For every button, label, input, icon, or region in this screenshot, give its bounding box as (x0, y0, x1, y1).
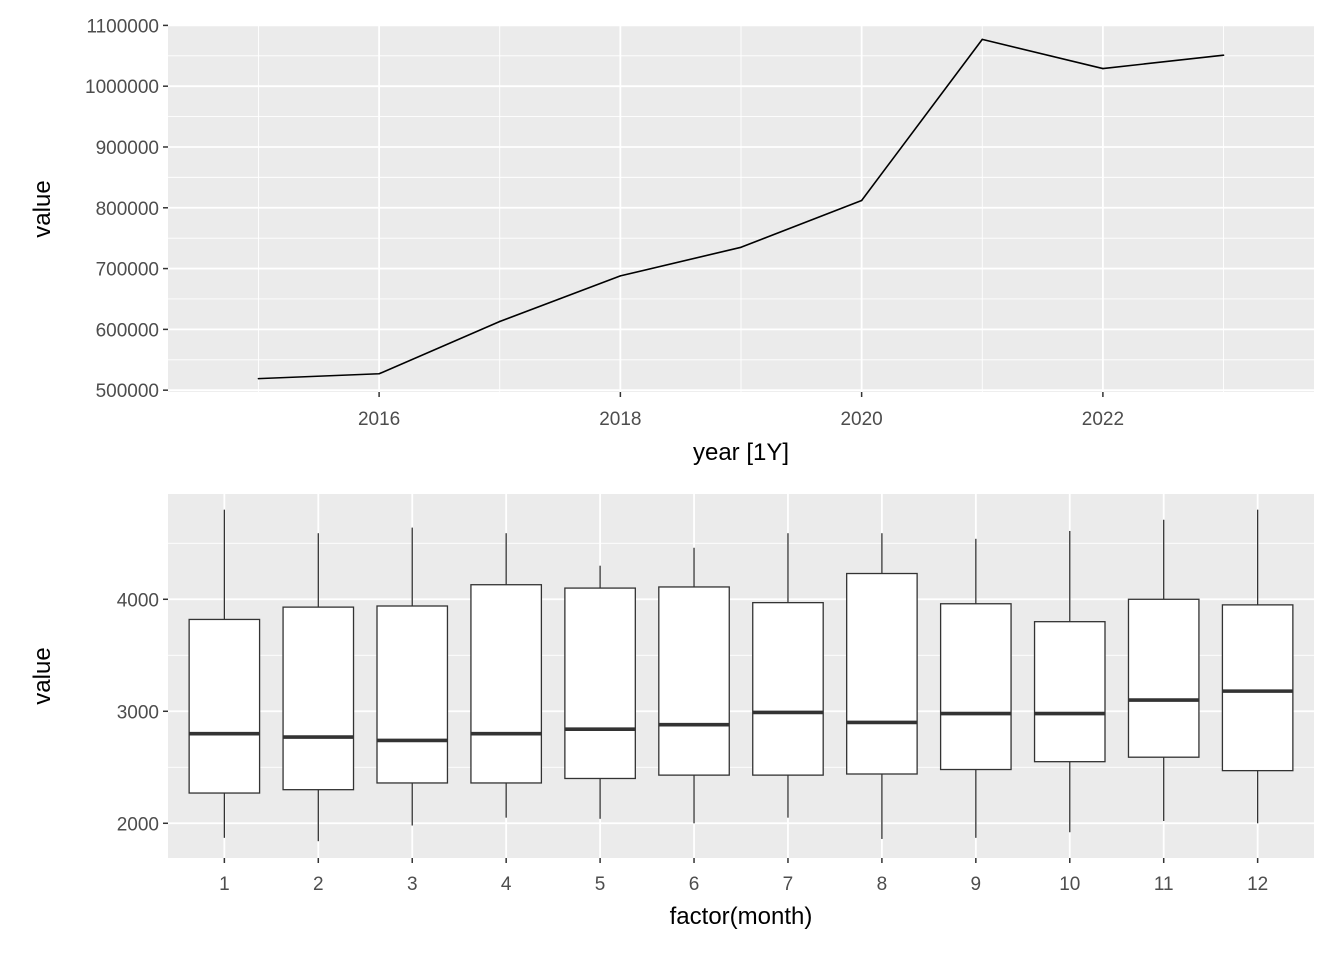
x-axis-tick-label: 2018 (599, 409, 641, 430)
x-axis-tick-label: 4 (501, 874, 512, 895)
box-plot-x-axis-title: factor(month) (670, 903, 813, 930)
y-axis-tick-label: 600000 (96, 320, 159, 341)
y-axis-tick-label: 2000 (117, 814, 159, 835)
box-iqr (1033, 621, 1106, 763)
box-iqr (188, 618, 261, 794)
box-plot-y-axis: 2000 3000 4000 (117, 590, 168, 835)
box-plot-marks (188, 509, 1294, 842)
data-point (257, 377, 260, 380)
x-axis-tick-label: 9 (971, 874, 982, 895)
box-month-1 (188, 509, 261, 838)
line-chart-marks (257, 38, 1225, 380)
box-iqr (376, 605, 449, 784)
x-axis-tick-label: 7 (783, 874, 794, 895)
y-axis-tick-label: 800000 (96, 199, 159, 220)
box-iqr (752, 601, 824, 776)
data-point (498, 320, 501, 323)
y-axis-tick-label: 3000 (117, 702, 159, 723)
line-chart-y-axis-title: value (29, 180, 56, 237)
box-month-10 (1033, 530, 1106, 833)
x-axis-tick-label: 10 (1059, 874, 1080, 895)
box-month-3 (376, 527, 449, 826)
box-month-8 (846, 533, 918, 839)
box-month-11 (1127, 519, 1200, 822)
x-axis-tick-label: 8 (877, 874, 888, 895)
line-chart-grid (168, 24, 1314, 392)
box-plot-background (168, 494, 1314, 858)
data-point (740, 246, 742, 249)
box-iqr (1221, 604, 1294, 772)
box-month-9 (939, 538, 1012, 838)
data-point (1222, 54, 1225, 56)
y-axis-tick-label: 1000000 (85, 77, 159, 98)
x-axis-tick-label: 2022 (1082, 409, 1124, 430)
y-axis-tick-label: 1100000 (86, 16, 159, 37)
box-month-5 (564, 565, 636, 819)
box-month-4 (470, 533, 543, 818)
line-chart-x-axis-title: year [1Y] (693, 439, 789, 466)
box-month-7 (752, 533, 824, 818)
x-axis-tick-label: 1 (219, 874, 230, 895)
y-axis-tick-label: 700000 (96, 260, 159, 281)
box-iqr (1127, 598, 1200, 758)
box-month-2 (282, 533, 355, 842)
box-plot-y-axis-title: value (29, 647, 56, 704)
line-chart-x-axis: 2016 2018 2020 2022 (358, 392, 1124, 430)
x-axis-tick-label: 2 (313, 874, 324, 895)
data-point (378, 372, 380, 375)
y-axis-tick-label: 500000 (96, 381, 159, 402)
x-axis-tick-label: 3 (407, 874, 418, 895)
x-axis-tick-label: 12 (1247, 874, 1268, 895)
box-month-12 (1221, 509, 1294, 824)
x-axis-tick-label: 6 (689, 874, 700, 895)
line-chart-panel: 500000 600000 700000 800000 900000 1000000 110… (29, 16, 1314, 466)
box-iqr (564, 587, 636, 780)
box-iqr (470, 584, 543, 784)
x-axis-tick-label: 2020 (840, 409, 882, 430)
x-axis-tick-label: 2016 (358, 409, 400, 430)
y-axis-tick-label: 900000 (96, 138, 159, 159)
box-iqr (939, 603, 1012, 771)
data-point (981, 38, 984, 41)
x-axis-tick-label: 5 (595, 874, 606, 895)
x-axis-tick-label: 11 (1154, 874, 1174, 895)
box-month-6 (658, 547, 730, 824)
box-plot-x-axis: 1 2 3 4 5 6 7 8 9 10 11 12 (219, 858, 1268, 895)
box-iqr (282, 606, 355, 791)
data-point (1102, 67, 1104, 70)
data-point (860, 199, 863, 202)
box-iqr (658, 586, 730, 776)
line-chart-y-axis: 500000 600000 700000 800000 900000 1000000 110… (85, 16, 168, 402)
data-point (619, 275, 622, 277)
y-axis-tick-label: 4000 (117, 590, 159, 611)
box-iqr (846, 572, 918, 775)
